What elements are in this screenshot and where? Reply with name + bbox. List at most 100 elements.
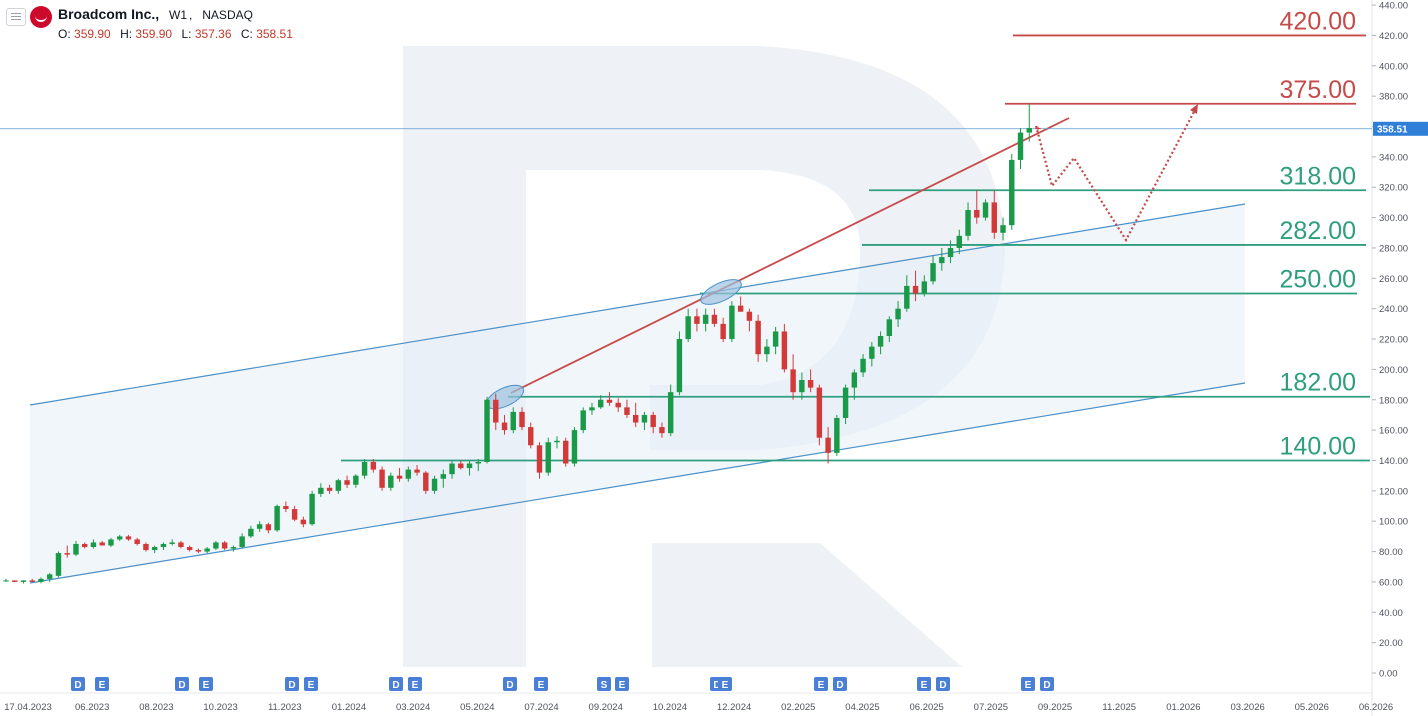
candle (361, 458, 368, 479)
candle-body (1017, 132, 1024, 160)
candle (440, 469, 446, 488)
candle (930, 255, 936, 285)
event-badge-box (175, 677, 189, 691)
candle-body (108, 539, 114, 546)
candle (431, 475, 438, 494)
candle-body (239, 536, 245, 548)
candle-body (47, 574, 53, 579)
event-badge-box (71, 677, 85, 691)
candle-body (344, 480, 350, 485)
time-tick-label: 03.2024 (396, 702, 430, 713)
candle (580, 407, 586, 434)
level-lines: 420.00 375.00 318.00 282.00 250.00 182.00 140.… (341, 7, 1370, 462)
time-tick-label: 03.2026 (1230, 702, 1264, 713)
event-badge-box (814, 677, 828, 691)
candle-body (711, 314, 718, 324)
candle (737, 296, 744, 312)
candle-body (230, 547, 237, 549)
candle-body (536, 445, 543, 473)
candle (956, 229, 962, 255)
candle (685, 308, 691, 343)
symbol-title: Broadcom Inc., W1, NASDAQ (58, 6, 253, 22)
candle-body (860, 358, 866, 373)
candle (807, 369, 814, 393)
event-badge: D (175, 677, 189, 691)
candle-body (956, 235, 962, 248)
event-badge-box (1040, 677, 1054, 691)
candle-body (851, 372, 858, 388)
event-badge-label: E (203, 680, 210, 691)
candle (396, 468, 403, 482)
event-badge-label: D (1043, 680, 1050, 691)
price-tick-label: 320.00 (1379, 183, 1408, 194)
candle (134, 537, 140, 546)
price-tick-label: 280.00 (1379, 243, 1408, 254)
last-price-tag-label: 358.51 (1377, 124, 1408, 135)
price-tick-label: 180.00 (1379, 395, 1408, 406)
level-label: 282.00 (1280, 217, 1356, 245)
candle-body (825, 437, 831, 453)
candle (335, 478, 342, 494)
level-label: 182.00 (1280, 369, 1356, 397)
candle (449, 460, 455, 479)
candle (484, 396, 490, 464)
candle (632, 402, 639, 428)
candle (20, 580, 27, 584)
candle-body (151, 547, 158, 551)
time-tick-label: 06.2025 (909, 702, 943, 713)
candle-body (501, 422, 508, 431)
candle-body (764, 346, 770, 355)
candle-body (632, 414, 639, 423)
candle (702, 308, 709, 332)
price-tick-label: 200.00 (1379, 365, 1408, 376)
candle-body (99, 542, 105, 546)
projection-path (1034, 107, 1197, 243)
candle (309, 490, 315, 526)
event-badge-box (503, 677, 517, 691)
candle-body (589, 407, 595, 411)
candle-body (370, 461, 377, 470)
event-badge: E (615, 677, 629, 691)
separator: , (189, 8, 193, 22)
candle-body (248, 528, 254, 537)
candle (641, 411, 648, 431)
candle (256, 521, 263, 532)
candle (458, 460, 464, 470)
candle-body (807, 380, 814, 388)
candle-body (816, 387, 823, 438)
candle-body (73, 543, 79, 555)
candle (47, 572, 53, 582)
candle-body (186, 547, 193, 551)
candle (991, 190, 997, 239)
candle-body (685, 316, 691, 340)
event-badge-box (95, 677, 109, 691)
candle-body (519, 411, 525, 428)
candle (842, 384, 849, 425)
candle (571, 427, 578, 467)
candle (606, 392, 613, 406)
chart-menu-button[interactable] (6, 8, 26, 26)
candle (248, 525, 254, 538)
candle-body (484, 399, 490, 462)
candle-body (431, 478, 438, 491)
channel-upper-line (29, 203, 1246, 406)
time-tick-label: 07.2025 (974, 702, 1008, 713)
candle (1009, 153, 1015, 230)
candle (291, 506, 298, 522)
candle-body (912, 285, 919, 294)
candle (755, 314, 761, 362)
candle-body (790, 369, 796, 393)
candle (790, 354, 796, 400)
candle-body (300, 519, 307, 525)
price-tick-label: 260.00 (1379, 274, 1408, 285)
event-badge: E (917, 677, 931, 691)
candle (405, 466, 412, 482)
candle (466, 460, 473, 476)
candle-body (641, 414, 648, 423)
time-tick-label: 17.04.2023 (4, 702, 52, 713)
level-label: 250.00 (1280, 266, 1356, 294)
time-tick-label: 01.2024 (332, 702, 366, 713)
candle-body (388, 475, 394, 488)
price-tick-label: 300.00 (1379, 213, 1408, 224)
